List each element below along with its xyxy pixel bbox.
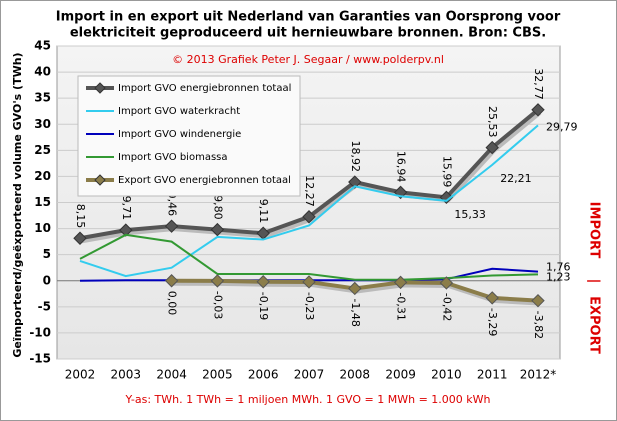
y-axis-label: Geïmporteerd/geëxporteerd volume GVO's (… [11,52,24,357]
point [210,222,225,237]
data-label: 25,53 [486,106,499,138]
y-tick-label: 20 [34,169,51,183]
subtitle: © 2013 Grafiek Peter J. Segaar / www.pol… [172,53,444,66]
x-tick-label: 2010 [431,368,462,382]
x-tick-label: 2012* [520,368,557,382]
x-tick-label: 2009 [385,368,416,382]
side-label: EXPORT [587,296,602,354]
legend-marker [94,174,106,186]
series-line [79,233,539,281]
point [393,275,408,290]
legend [77,75,301,197]
data-label: 1,23 [546,270,571,283]
point [119,223,133,237]
point [73,231,87,245]
footnote: Y-as: TWh. 1 TWh = 1 miljoen MWh. 1 GVO … [124,393,490,406]
point [164,219,179,233]
point [348,175,362,189]
y-tick-label: 45 [34,39,51,53]
data-label: -1,48 [349,298,362,326]
data-label: 15,99 [440,156,453,188]
point [302,210,316,224]
point [210,274,225,288]
x-tick-label: 2007 [294,368,325,382]
x-tick-label: 2011 [477,368,508,382]
data-label: -0,23 [303,292,316,320]
data-label: 1,76 [546,261,571,274]
y-tick-label: 35 [34,91,51,105]
side-label: IMPORT [587,202,602,259]
legend-label: Import GVO waterkracht [118,106,240,117]
data-label: 12,27 [303,175,316,207]
point [531,103,545,117]
data-label: -0,42 [440,293,453,321]
y-tick-label: 10 [34,221,51,235]
point [348,281,362,296]
legend-label: Import GVO biomassa [118,152,228,163]
x-tick-label: 2008 [340,368,371,382]
y-tick-label: 25 [34,143,51,157]
legend-label: Import GVO energiebronnen totaal [118,83,291,94]
side-label: | [587,279,602,284]
point [164,274,179,288]
data-label: 9,11 [257,199,270,224]
data-label: 29,79 [546,120,578,133]
chart-title: elektriciteit geproduceerd uit hernieuwb… [70,26,546,41]
data-label: 18,92 [349,141,362,173]
y-tick-label: 5 [43,247,51,261]
series-line [79,124,539,278]
point [256,275,270,289]
y-tick-label: 15 [34,195,51,209]
x-tick-label: 2003 [111,368,142,382]
data-label: 16,94 [395,151,408,183]
y-tick-label: 30 [34,117,51,131]
data-label: 9,71 [120,196,133,221]
data-label: 0,00 [166,291,179,316]
x-tick-label: 2005 [202,368,233,382]
data-label: 8,15 [74,204,87,229]
data-label: -3,29 [486,308,499,336]
data-label: 9,80 [211,195,224,220]
data-label: 15,33 [454,208,486,221]
point [485,291,499,305]
x-tick-label: 2006 [248,368,279,382]
data-label: -0,03 [211,291,224,319]
point [531,293,545,308]
x-tick-label: 2004 [156,368,187,382]
legend-label: Export GVO energiebronnen totaal [118,175,291,186]
data-label: -3,82 [532,311,545,339]
point [302,275,316,289]
data-label: 22,21 [500,172,532,185]
chart-title: Import in en export uit Nederland van Ga… [56,10,561,25]
y-tick-label: -5 [38,299,51,313]
data-label: 32,77 [532,68,545,100]
point [485,140,499,155]
point [393,185,408,200]
y-tick-label: -10 [29,325,51,339]
legend-marker [94,82,106,94]
data-label: -0,31 [395,292,408,320]
x-tick-label: 2002 [65,368,96,382]
data-label: -0,19 [257,292,270,320]
point [439,276,454,290]
legend-label: Import GVO windenergie [118,129,241,140]
y-tick-label: -15 [29,352,51,366]
y-tick-label: 0 [43,273,51,287]
y-tick-label: 40 [34,65,51,79]
